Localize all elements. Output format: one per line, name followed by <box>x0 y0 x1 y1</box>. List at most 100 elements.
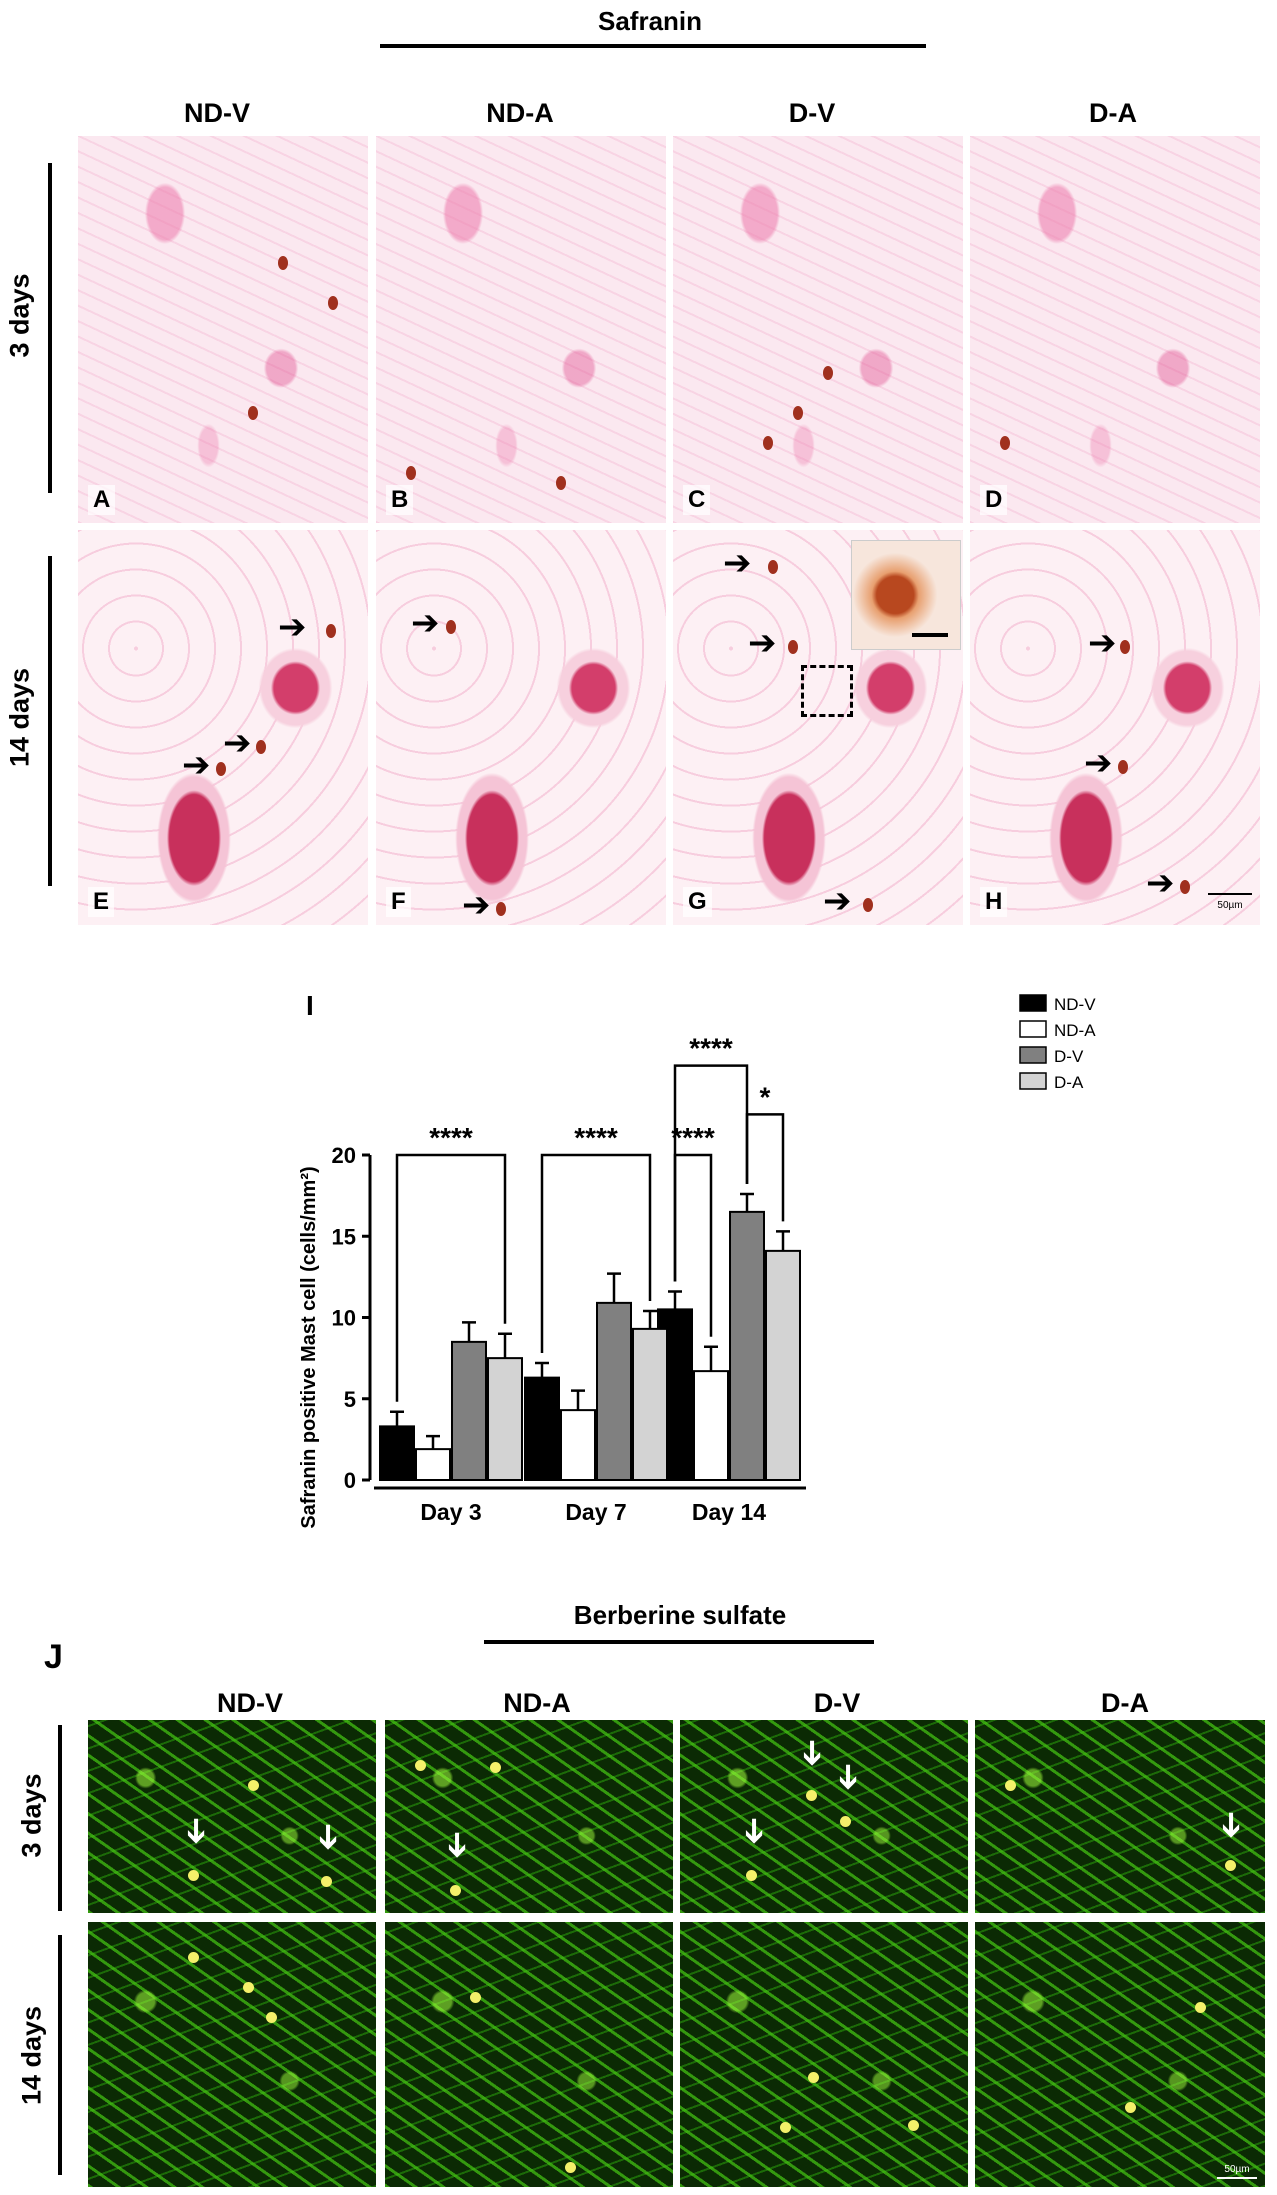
berberine-title: Berberine sulfate <box>573 1600 787 1630</box>
y-tick-label: 5 <box>344 1387 356 1412</box>
row-rule-14-days <box>48 556 52 886</box>
mast-cell <box>1195 2002 1206 2013</box>
scale-bar: 50µm <box>1217 2159 1257 2179</box>
row-rule-14-days <box>58 1935 62 2175</box>
x-tick-label: Day 14 <box>692 1499 766 1525</box>
legend-swatch <box>1019 1046 1047 1064</box>
significance-bracket <box>395 1153 507 1402</box>
panel-letter-g: G <box>683 887 712 917</box>
safranin-title: Safranin <box>597 6 703 36</box>
micrograph-d: D <box>970 136 1260 523</box>
y-tick-label: 10 <box>332 1306 356 1331</box>
micrograph-c: C <box>673 136 963 523</box>
mast-cell <box>188 1952 199 1963</box>
micrograph-e: ➔ ➔ ➔ E <box>78 530 368 925</box>
mast-cell <box>746 1870 757 1881</box>
arrow-icon: ➔ <box>177 1816 216 1846</box>
mast-cell <box>763 436 773 450</box>
fluorescence-micrograph-nd-v-14-days <box>88 1922 376 2187</box>
safranin-title-rule <box>380 44 926 48</box>
mast-cell <box>256 740 266 754</box>
arrow-icon: ➔ <box>1212 1810 1251 1840</box>
column-header-nd-v: ND-V <box>184 98 250 128</box>
column-header-nd-v: ND-V <box>217 1688 283 1718</box>
panel-letter-b: B <box>386 485 414 515</box>
panel-letter-f: F <box>386 887 411 917</box>
scale-bar: 50µm <box>1208 893 1252 913</box>
mast-cell <box>793 406 803 420</box>
mast-cell <box>806 1790 817 1801</box>
bar-nd-v-day-3 <box>379 1425 415 1481</box>
bar-nd-v-day-7 <box>524 1376 560 1481</box>
arrow-icon: ➔ <box>278 608 307 646</box>
fluorescence-micrograph-nd-a-3-days: ➔ <box>385 1720 673 1913</box>
panel-letter-a: A <box>88 485 116 515</box>
fluorescence-micrograph-d-v-3-days: ➔ ➔ ➔ <box>680 1720 968 1913</box>
scale-bar-label: 50µm <box>1217 900 1243 911</box>
panel-letter-i: I <box>306 990 314 1021</box>
inset-scale-bar <box>912 633 948 637</box>
arrow-icon: ➔ <box>1146 864 1175 902</box>
bar-d-a-day-7 <box>632 1327 668 1481</box>
bar-nd-a-day-7 <box>560 1409 596 1481</box>
mast-cell <box>490 1762 501 1773</box>
row-header-14-days: 14 days <box>16 2005 47 2106</box>
mast-cell <box>326 624 336 638</box>
y-axis-label: Safranin positive Mast cell (cells/mm²) <box>298 1166 320 1528</box>
fluorescence-micrograph-nd-a-14-days <box>385 1922 673 2187</box>
y-tick-label: 20 <box>332 1143 356 1168</box>
bar-d-a-day-3 <box>487 1357 523 1481</box>
arrow-icon: ➔ <box>1088 624 1117 662</box>
column-header-d-v: D-V <box>813 1688 861 1718</box>
mast-cell <box>446 620 456 634</box>
inset-magnified-cell <box>851 540 961 650</box>
significance-label: **** <box>429 1122 473 1153</box>
arrow-icon: ➔ <box>829 1762 868 1792</box>
row-rule-3-days <box>58 1725 62 1911</box>
mast-cell <box>266 2012 277 2023</box>
mast-cell <box>840 1816 851 1827</box>
y-tick-label: 15 <box>332 1224 356 1249</box>
mast-cell <box>406 466 416 480</box>
arrow-icon: ➔ <box>309 1822 348 1852</box>
row-header-14-days: 14 days <box>4 667 35 768</box>
bar-chart: 0 5 10 15 20 Safranin positive Mast cell (cel… <box>298 994 1096 1529</box>
bar-nd-a-day-14 <box>693 1370 729 1481</box>
mast-cell <box>188 1870 199 1881</box>
mast-cell <box>908 2120 919 2131</box>
legend-label: D-A <box>1054 1073 1084 1092</box>
panel-letter-d: D <box>980 485 1008 515</box>
micrograph-f: ➔ ➔ F <box>376 530 666 925</box>
significance-label: **** <box>689 1033 733 1064</box>
bar-d-v-day-7 <box>596 1301 632 1481</box>
legend-label: ND-A <box>1054 1021 1096 1040</box>
fluorescence-micrograph-d-a-14-days: 50µm <box>975 1922 1265 2187</box>
arrow-icon: ➔ <box>223 724 252 762</box>
mast-cell <box>415 1760 426 1771</box>
bar-d-a-day-14 <box>765 1249 801 1481</box>
row-header-3-days: 3 days <box>4 273 35 358</box>
mast-cell <box>1000 436 1010 450</box>
mast-cell <box>1005 1780 1016 1791</box>
column-header-d-v: D-V <box>788 98 836 128</box>
mast-cell <box>808 2072 819 2083</box>
column-header-d-a: D-A <box>1089 98 1137 128</box>
legend-label: ND-V <box>1054 995 1096 1014</box>
arrow-icon: ➔ <box>438 1830 477 1860</box>
legend-swatch <box>1019 1020 1047 1038</box>
mast-cell <box>823 366 833 380</box>
bar-nd-a-day-3 <box>415 1448 451 1481</box>
mast-cell <box>216 762 226 776</box>
mast-cell <box>768 560 778 574</box>
row-header-3-days: 3 days <box>16 1773 47 1858</box>
column-header-nd-a: ND-A <box>486 98 554 128</box>
micrograph-a: A <box>78 136 368 523</box>
mast-cell <box>1180 880 1190 894</box>
legend-swatch <box>1019 994 1047 1012</box>
mast-cell <box>321 1876 332 1887</box>
bar-d-v-day-3 <box>451 1340 487 1481</box>
micrograph-g: ➔ ➔ ➔ G <box>673 530 963 925</box>
mast-cell <box>565 2162 576 2173</box>
mast-cell <box>470 1992 481 2003</box>
arrow-icon: ➔ <box>723 544 752 582</box>
